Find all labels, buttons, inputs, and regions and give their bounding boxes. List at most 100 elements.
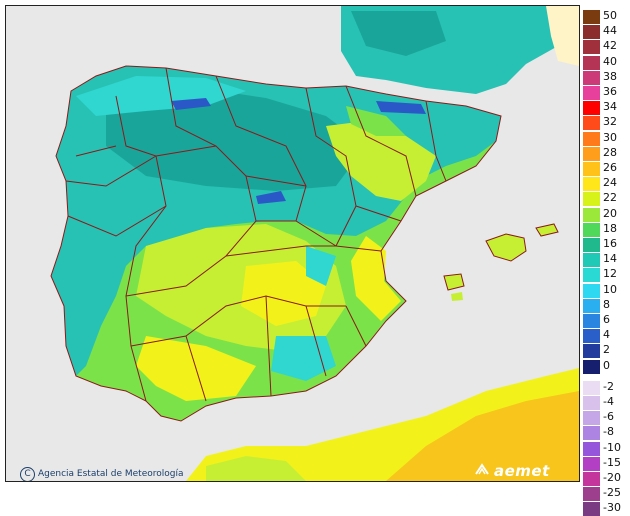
legend-swatch — [583, 411, 600, 426]
aemet-logo-icon — [475, 463, 489, 475]
legend-item: 42 — [582, 39, 628, 55]
legend-item: 38 — [582, 70, 628, 85]
legend-label: 26 — [603, 161, 617, 174]
legend-item: 8 — [582, 297, 628, 313]
legend-swatch — [583, 116, 600, 131]
legend-item: 28 — [582, 145, 628, 161]
legend-item: -15 — [582, 455, 628, 471]
ebro-valley-zone — [326, 121, 436, 201]
legend-label: 16 — [603, 237, 617, 250]
temperature-legend: 50 44 42 40 38 36 34 32 30 28 26 24 22 20 18 16 14 12 10 8 6… — [582, 10, 628, 516]
legend-label: -2 — [603, 379, 614, 393]
legend-swatch — [583, 25, 600, 40]
legend-swatch — [583, 192, 600, 207]
corsica-edge — [546, 6, 579, 66]
credit-text: Agencia Estatal de Meteorología — [38, 469, 184, 479]
africa-coast-zone — [206, 456, 306, 481]
legend-item: 40 — [582, 54, 628, 70]
legend-swatch — [583, 283, 600, 298]
legend-swatch — [583, 207, 600, 222]
legend-label: 14 — [603, 252, 617, 266]
legend-label: 24 — [603, 176, 617, 190]
legend-label: -10 — [603, 440, 621, 454]
legend-label: 50 — [603, 9, 617, 22]
legend-swatch — [583, 55, 600, 70]
legend-swatch — [583, 162, 600, 176]
legend-label: 2 — [603, 343, 610, 357]
legend-item: -20 — [582, 472, 628, 486]
legend-label: 40 — [603, 54, 617, 68]
legend-swatch — [583, 86, 600, 100]
legend-item: 4 — [582, 329, 628, 344]
valencia-coast-zone — [351, 236, 401, 321]
copyright-icon: C — [20, 467, 35, 481]
aemet-logo-text: aemet — [494, 462, 550, 480]
legend-label: -8 — [603, 425, 614, 439]
temperature-map: C Agencia Estatal de Meteorología aemet — [5, 5, 580, 482]
legend-item: 0 — [582, 359, 628, 374]
legend-gap — [583, 374, 600, 381]
legend-item: 44 — [582, 24, 628, 40]
legend-item: 36 — [582, 86, 628, 100]
legend-swatch — [583, 502, 600, 516]
legend-label: 28 — [603, 145, 617, 159]
legend-item: 18 — [582, 222, 628, 237]
legend-item: 30 — [582, 130, 628, 146]
legend-item: -25 — [582, 487, 628, 502]
sistema-central-blue-patch — [256, 191, 286, 204]
legend-swatch — [583, 426, 600, 441]
legend-item: 14 — [582, 252, 628, 268]
legend-label: 30 — [603, 130, 617, 144]
legend-label: -30 — [603, 501, 621, 515]
ibiza-island — [444, 274, 464, 290]
legend-swatch — [583, 238, 600, 252]
map-canvas — [6, 6, 579, 481]
legend-item: 2 — [582, 343, 628, 359]
province-borders — [50, 65, 559, 422]
formentera-island — [451, 292, 463, 301]
legend-swatch — [583, 329, 600, 344]
legend-label: -15 — [603, 455, 621, 469]
legend-swatch — [583, 40, 600, 55]
legend-swatch — [583, 359, 600, 374]
legend-swatch — [583, 101, 600, 116]
legend-item: 26 — [582, 162, 628, 176]
legend-item: 24 — [582, 176, 628, 192]
legend-item: 50 — [582, 10, 628, 24]
meseta-norte-zone — [106, 86, 366, 191]
legend-swatch — [583, 298, 600, 313]
legend-item: -30 — [582, 502, 628, 516]
legend-swatch — [583, 177, 600, 192]
legend-item: 20 — [582, 206, 628, 222]
legend-item: -6 — [582, 410, 628, 426]
legend-label: 8 — [603, 297, 610, 311]
legend-swatch — [583, 396, 600, 410]
legend-label: 10 — [603, 282, 617, 296]
la-mancha-warm-zone — [241, 261, 326, 326]
legend-item: 6 — [582, 314, 628, 328]
legend-item: 16 — [582, 238, 628, 252]
legend-swatch — [583, 146, 600, 161]
legend-item: 12 — [582, 268, 628, 283]
legend-swatch — [583, 268, 600, 283]
legend-label: -6 — [603, 410, 614, 424]
legend-swatch — [583, 222, 600, 237]
legend-label: 42 — [603, 39, 617, 53]
legend-label: 44 — [603, 24, 617, 38]
legend-swatch — [583, 253, 600, 268]
legend-item: 22 — [582, 192, 628, 207]
legend-label: 36 — [603, 85, 617, 98]
legend-swatch — [583, 456, 600, 471]
africa-hot-zone — [386, 391, 579, 481]
pyrenees-blue-patch — [376, 101, 426, 114]
legend-item: -2 — [582, 379, 628, 395]
legend-swatch — [583, 344, 600, 359]
legend-item: -4 — [582, 396, 628, 410]
legend-label: 32 — [603, 115, 617, 129]
legend-label: 6 — [603, 313, 610, 326]
legend-item: 10 — [582, 282, 628, 298]
legend-label: 20 — [603, 206, 617, 220]
legend-label: 34 — [603, 100, 617, 114]
ebro-upper-zone — [346, 106, 406, 136]
legend-swatch — [583, 70, 600, 85]
